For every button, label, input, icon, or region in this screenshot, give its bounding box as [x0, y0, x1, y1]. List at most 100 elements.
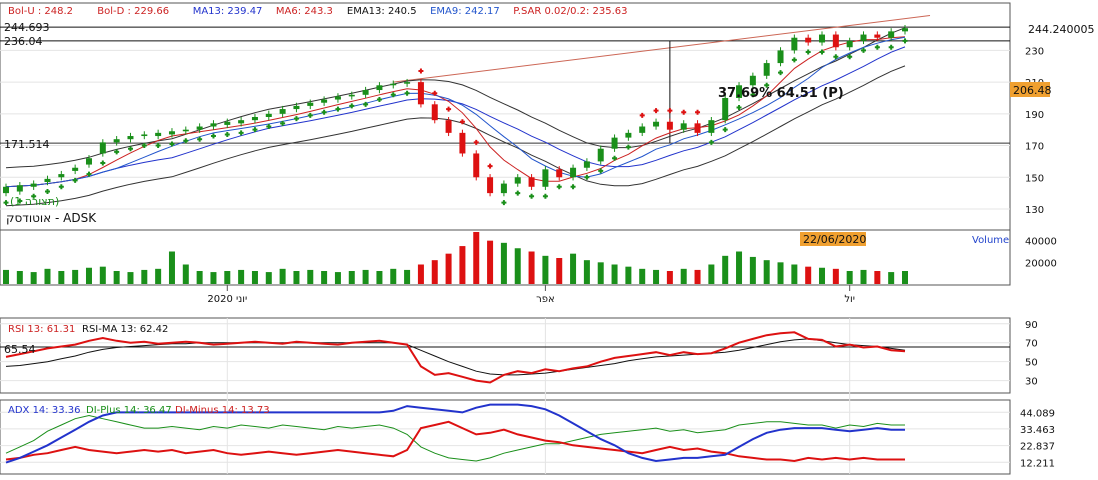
volume-bar: [16, 271, 23, 284]
ma6-line: [5, 36, 906, 188]
volume-bar: [141, 269, 148, 284]
last-price-tag: 244.240005: [1028, 23, 1094, 36]
sar-marker: [653, 108, 659, 114]
candle: [902, 28, 908, 32]
sar-marker: [252, 127, 258, 133]
volume-bar: [666, 271, 673, 284]
candle: [722, 97, 729, 121]
x-label-1: אפר: [536, 294, 555, 305]
sar-marker: [266, 124, 272, 130]
candle: [404, 82, 411, 84]
legend-item-5: EMA9: 242.17: [430, 6, 500, 17]
volume-bar: [694, 269, 701, 284]
adx-legend-adx: ADX 14: 33.36: [8, 405, 80, 416]
sar-marker: [487, 163, 493, 169]
legend-item-6: P.SAR 0.02/0.2: 235.63: [513, 6, 627, 17]
candle: [487, 177, 494, 194]
di-plus-line: [5, 414, 905, 462]
volume-bar: [736, 251, 743, 284]
candle: [85, 158, 92, 165]
candle: [265, 113, 272, 117]
volume-bar: [556, 258, 563, 284]
candle: [445, 120, 452, 133]
rsi-series: [0, 331, 1010, 384]
sar-marker: [404, 90, 410, 96]
sar-marker: [625, 144, 631, 150]
hline-label-top: 244.693: [4, 21, 50, 34]
candle: [279, 109, 286, 114]
symbol-label: אוטודסק - ADSK: [6, 211, 97, 225]
candle: [251, 117, 258, 121]
candle: [182, 129, 189, 132]
candle: [16, 185, 23, 192]
sar-marker: [31, 193, 37, 199]
sar-marker: [321, 109, 327, 115]
date-tag: 22/06/2020: [803, 233, 866, 246]
volume-bar: [99, 266, 106, 284]
volume-bar: [72, 269, 79, 284]
volume-bar: [182, 264, 189, 284]
candle: [708, 120, 715, 133]
candle: [570, 167, 577, 178]
volume-series: [3, 232, 908, 284]
candle: [625, 132, 632, 138]
volume-bar: [570, 253, 577, 284]
sar-marker: [58, 184, 64, 190]
candle: [210, 123, 217, 127]
rsi-ytick-3: 90: [1025, 320, 1038, 331]
trend-line[interactable]: [393, 15, 931, 83]
legend-item-2: MA13: 239.47: [193, 6, 263, 17]
sar-marker: [210, 133, 216, 139]
volume-bar: [888, 272, 895, 284]
x-label-0: יוני 2020: [207, 294, 247, 305]
sar-marker: [459, 119, 465, 125]
sar-marker: [473, 139, 479, 145]
volume-bar: [265, 272, 272, 284]
sar-marker: [169, 141, 175, 147]
volume-bar: [500, 242, 507, 284]
sar-marker: [847, 54, 853, 60]
price-panel[interactable]: [0, 2, 1011, 231]
candle: [58, 174, 65, 178]
candle: [860, 34, 867, 41]
volume-bar: [431, 260, 438, 284]
rsi-ytick-0: 30: [1025, 377, 1038, 388]
sar-marker: [307, 112, 313, 118]
candle: [473, 153, 480, 178]
sar-marker: [778, 70, 784, 76]
candle: [196, 126, 203, 130]
candle: [321, 99, 328, 103]
sar-marker: [861, 47, 867, 53]
candle: [141, 134, 148, 137]
adx-ytick-3: 44.089: [1020, 408, 1055, 419]
legend-item-0: Bol-U : 248.2: [8, 6, 73, 17]
measure-label: 37.69% 64.51 (P): [718, 86, 844, 101]
candle: [763, 63, 770, 76]
sar-marker: [736, 104, 742, 110]
sar-marker: [805, 49, 811, 55]
volume-bar: [805, 266, 812, 284]
sar-marker: [874, 44, 880, 50]
sar-marker: [764, 82, 770, 88]
sar-marker: [833, 54, 839, 60]
volume-bar: [196, 271, 203, 284]
sar-marker: [44, 189, 50, 195]
candle: [653, 121, 660, 127]
volume-bar: [514, 248, 521, 284]
price-ytick-3: 190: [1025, 110, 1044, 121]
volume-bar: [3, 269, 9, 284]
volume-bar: [334, 272, 341, 284]
volume-bar: [722, 255, 729, 284]
candle: [238, 120, 245, 124]
sar-marker: [183, 138, 189, 144]
sar-marker: [155, 143, 161, 149]
sar-marker: [598, 168, 604, 174]
volume-bar: [210, 272, 217, 284]
price-tag: 206.48: [1013, 84, 1052, 97]
candle: [556, 169, 563, 178]
view-label: (תצורה 1): [10, 195, 59, 208]
sar-marker: [349, 103, 355, 109]
sar-marker: [667, 108, 673, 114]
sar-marker: [197, 136, 203, 142]
ema9-line: [5, 36, 906, 188]
